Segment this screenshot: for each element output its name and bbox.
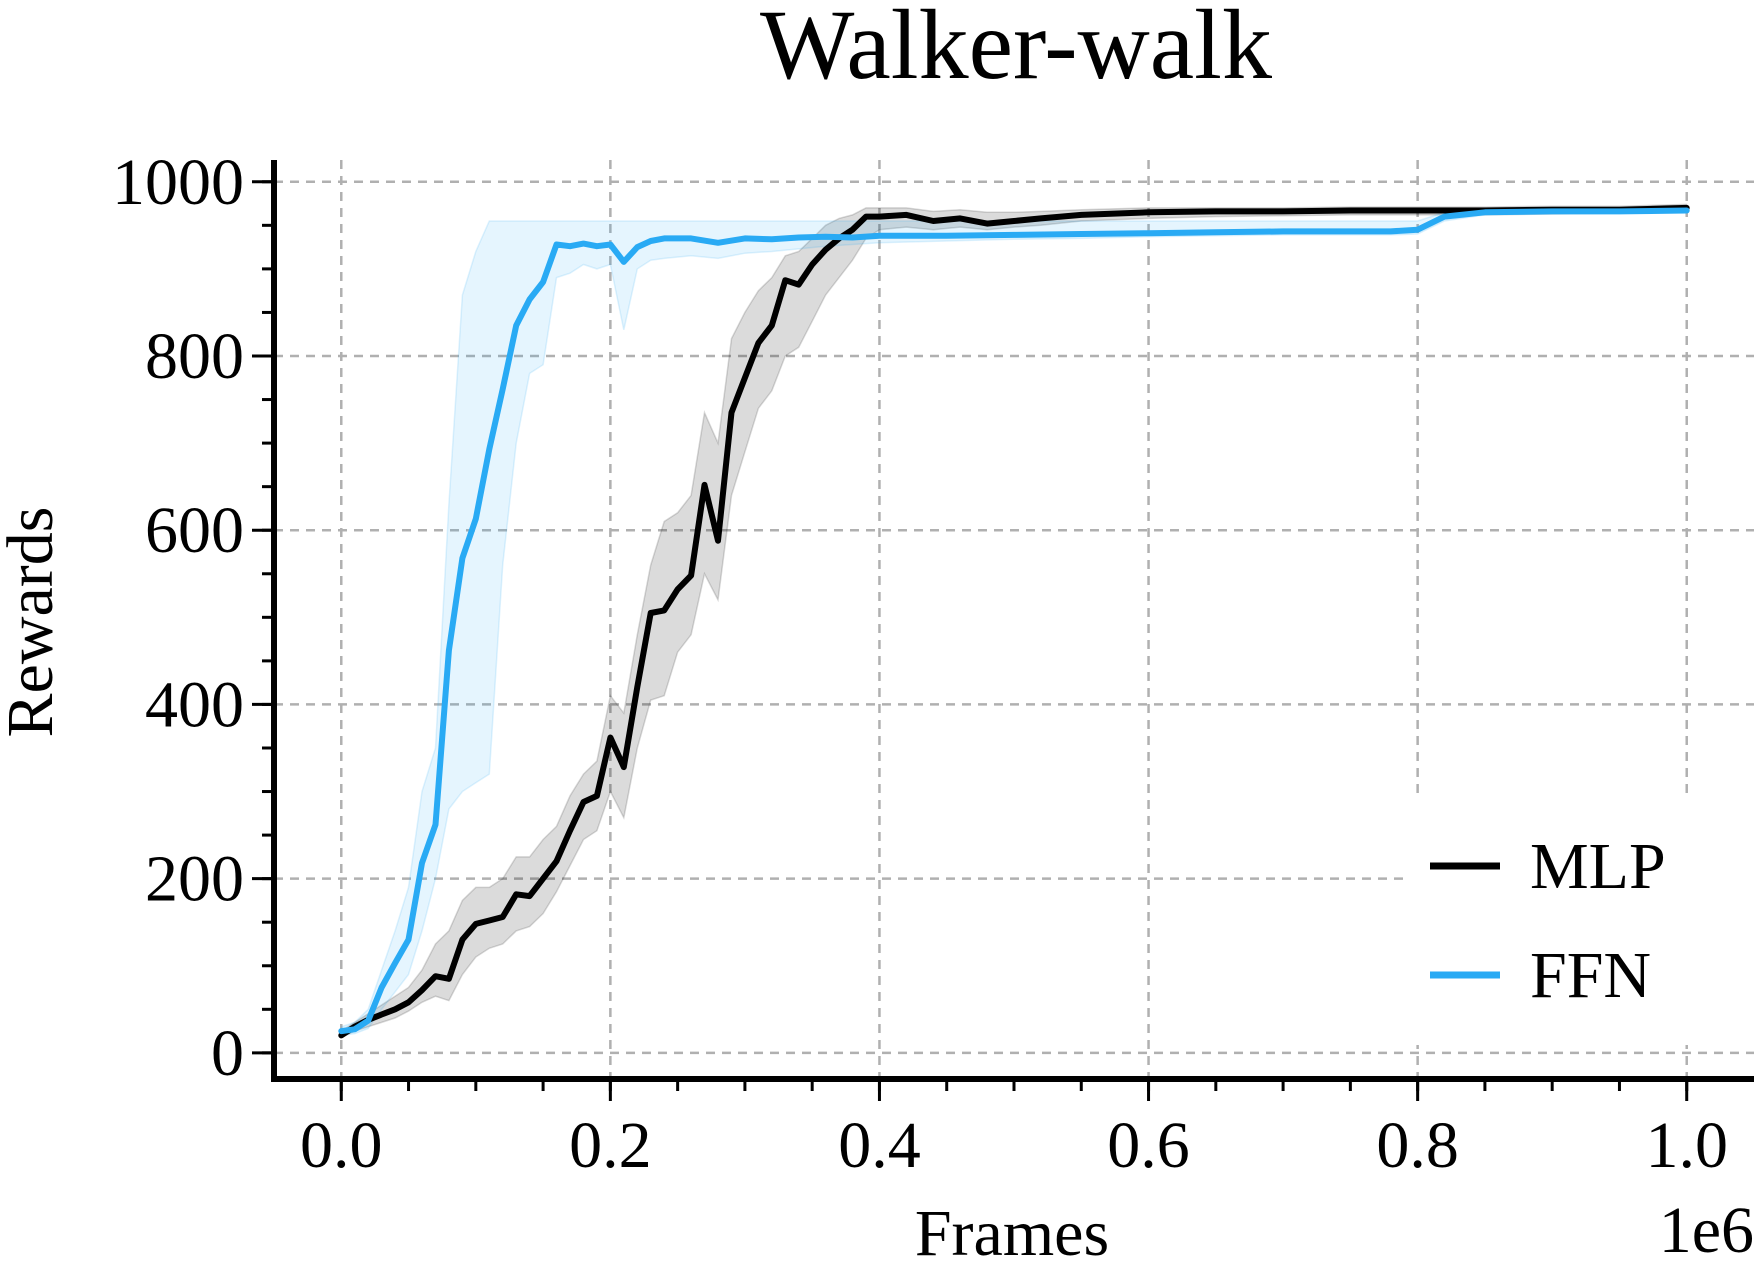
y-axis-title: Rewards — [0, 507, 67, 738]
y-tick-label: 0 — [211, 1017, 244, 1090]
axis-ticks: 0.0 0.2 0.4 0.6 0.8 1.0 0 200 400 600 800 1000 — [112, 146, 1728, 1182]
y-tick-label: 400 — [145, 668, 244, 741]
y-tick-label: 1000 — [112, 146, 244, 219]
x-tick-label: 1.0 — [1645, 1109, 1728, 1182]
y-tick-label: 800 — [145, 320, 244, 393]
chart-title: Walker-walk — [760, 0, 1272, 100]
x-axis-offset-label: 1e6 — [1659, 1194, 1754, 1267]
x-tick-label: 0.2 — [569, 1109, 652, 1182]
legend: MLP FFN — [1408, 800, 1754, 1045]
x-tick-label: 0.8 — [1376, 1109, 1459, 1182]
legend-label-ffn: FFN — [1530, 939, 1651, 1012]
grid-lines — [274, 160, 1754, 1079]
legend-label-mlp: MLP — [1530, 830, 1666, 903]
x-axis-title: Frames — [915, 1197, 1109, 1270]
series-lines — [338, 204, 1690, 1039]
y-tick-label: 600 — [145, 494, 244, 567]
y-tick-label: 200 — [145, 843, 244, 916]
x-tick-label: 0.0 — [300, 1109, 383, 1182]
legend-background — [1408, 800, 1754, 1045]
line-mlp — [338, 204, 1690, 1039]
line-ffn — [338, 207, 1690, 1035]
x-tick-label: 0.4 — [838, 1109, 921, 1182]
x-tick-label: 0.6 — [1107, 1109, 1190, 1182]
